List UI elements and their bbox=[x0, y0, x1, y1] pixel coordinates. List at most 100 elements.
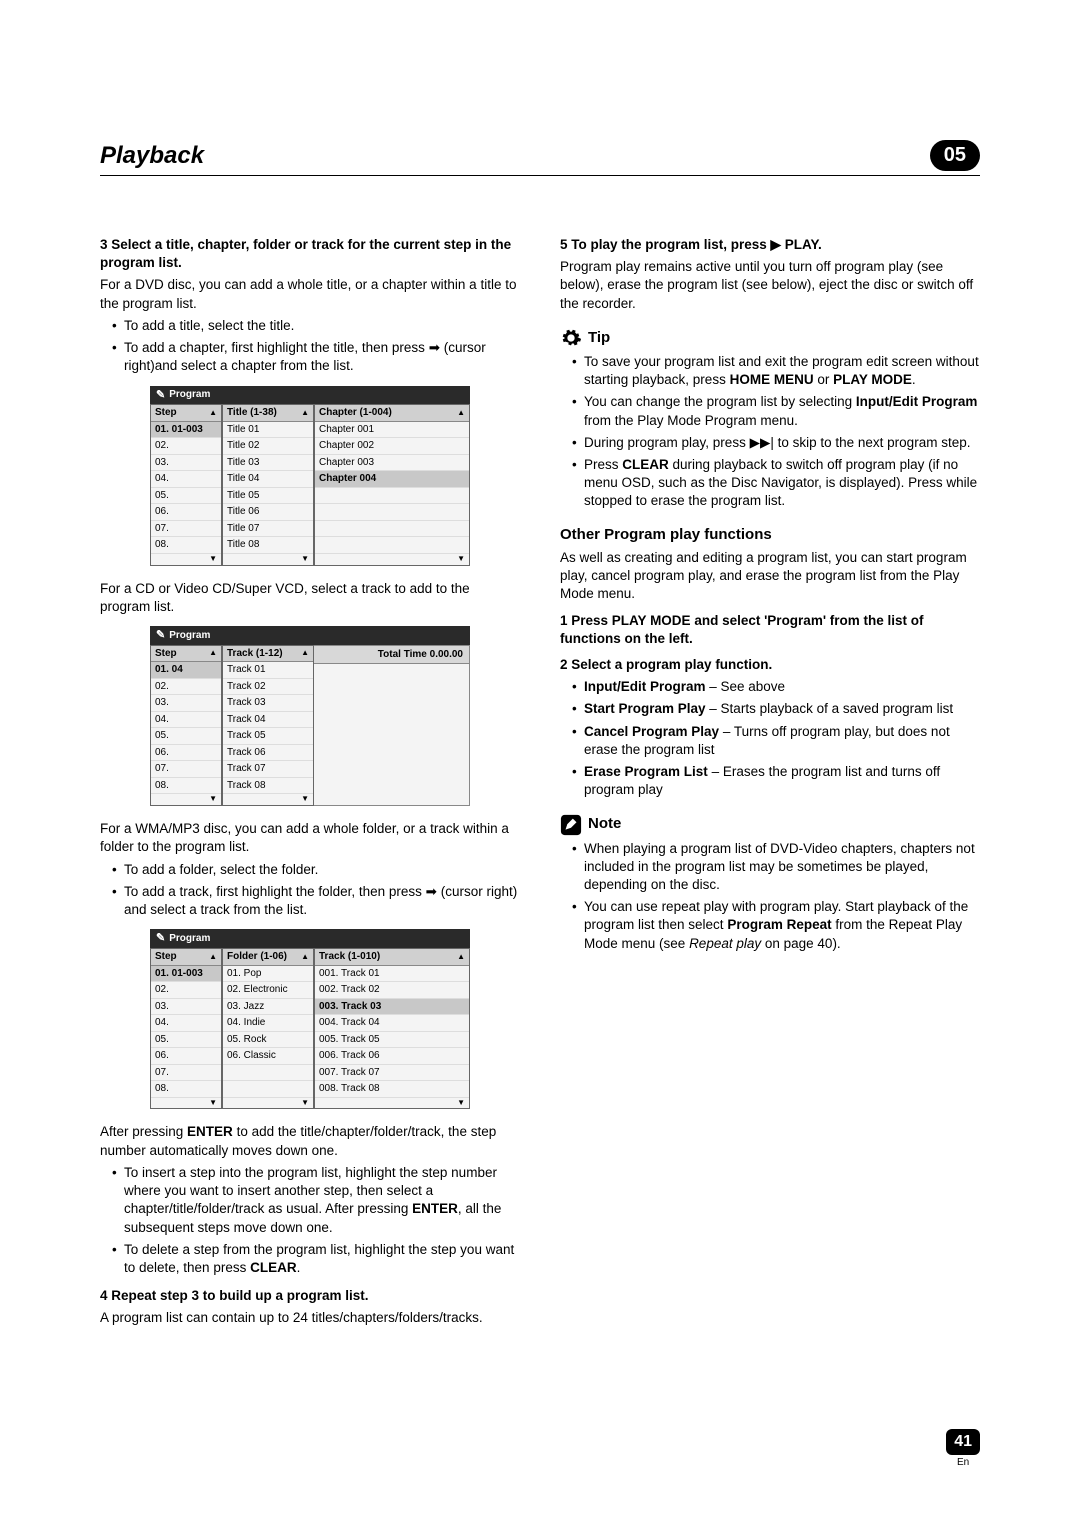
note-label: Note bbox=[588, 814, 621, 834]
col-head-step: Step bbox=[155, 406, 177, 420]
table-cell: 02. bbox=[151, 679, 221, 696]
enter-key: ENTER bbox=[412, 1201, 458, 1216]
table-cell: 08. bbox=[151, 1081, 221, 1098]
other-functions-heading: Other Program play functions bbox=[560, 525, 980, 545]
up-triangle-icon: ▲ bbox=[209, 952, 217, 963]
text: from the Play Mode Program menu. bbox=[584, 413, 798, 428]
table-cell: 01. 01-003 bbox=[151, 422, 221, 439]
table-cell: Title 02 bbox=[223, 438, 313, 455]
table-cell: 07. bbox=[151, 761, 221, 778]
table-cell: 07. bbox=[151, 1065, 221, 1082]
page-footer: 41 En bbox=[946, 1429, 980, 1468]
label: Erase Program List bbox=[584, 764, 708, 779]
text: To delete a step from the program list, … bbox=[124, 1242, 514, 1275]
left-column: 3 Select a title, chapter, folder or tra… bbox=[100, 236, 520, 1332]
label: Start Program Play bbox=[584, 701, 706, 716]
down-triangle-icon: ▼ bbox=[151, 794, 221, 805]
table-cell: 03. bbox=[151, 695, 221, 712]
program-repeat-label: Program Repeat bbox=[727, 917, 831, 932]
gear-icon bbox=[560, 327, 582, 349]
up-triangle-icon: ▲ bbox=[301, 952, 309, 963]
up-triangle-icon: ▲ bbox=[209, 408, 217, 419]
table-cell: Track 07 bbox=[223, 761, 313, 778]
tip-clear: Press CLEAR during playback to switch of… bbox=[572, 456, 980, 511]
table-cell: Track 06 bbox=[223, 745, 313, 762]
col-head-track: Track (1-010) bbox=[319, 950, 380, 964]
table-cell: Chapter 001 bbox=[315, 422, 469, 439]
down-triangle-icon: ▼ bbox=[223, 1098, 313, 1109]
after-enter-paragraph: After pressing ENTER to add the title/ch… bbox=[100, 1123, 520, 1159]
table-cell: Track 08 bbox=[223, 778, 313, 795]
note-bullets: When playing a program list of DVD-Video… bbox=[560, 840, 980, 953]
table-cell: 05. bbox=[151, 728, 221, 745]
step5-heading: 5 To play the program list, press ▶ PLAY… bbox=[560, 236, 980, 254]
page-number: 41 bbox=[946, 1429, 980, 1455]
other-step1: 1 Press PLAY MODE and select 'Program' f… bbox=[560, 612, 980, 648]
tip-label: Tip bbox=[588, 328, 610, 348]
table-cell: 002. Track 02 bbox=[315, 982, 469, 999]
table-cell: 03. bbox=[151, 455, 221, 472]
text: on page 40). bbox=[761, 936, 841, 951]
program-icon: ✎ bbox=[156, 388, 165, 403]
col-head-folder: Folder (1-06) bbox=[227, 950, 287, 964]
up-triangle-icon: ▲ bbox=[209, 648, 217, 659]
page-lang: En bbox=[946, 1457, 980, 1468]
table-cell: 007. Track 07 bbox=[315, 1065, 469, 1082]
table-cell: 05. bbox=[151, 1032, 221, 1049]
wma-bullets: To add a folder, select the folder. To a… bbox=[100, 861, 520, 920]
table-cell: 04. bbox=[151, 712, 221, 729]
table-cell: Chapter 003 bbox=[315, 455, 469, 472]
table-cell: 003. Track 03 bbox=[315, 999, 469, 1016]
down-triangle-icon: ▼ bbox=[223, 794, 313, 805]
program-function-bullets: Input/Edit Program – See above Start Pro… bbox=[560, 678, 980, 799]
step3-paragraph: For a DVD disc, you can add a whole titl… bbox=[100, 276, 520, 312]
table-cell: 04. Indie bbox=[223, 1015, 313, 1032]
clear-key: CLEAR bbox=[622, 457, 669, 472]
bullet-add-folder: To add a folder, select the folder. bbox=[112, 861, 520, 879]
program-box-header: ✎Program bbox=[150, 626, 470, 645]
fn-input-edit: Input/Edit Program – See above bbox=[572, 678, 980, 696]
col-head-title: Title (1-38) bbox=[227, 406, 277, 420]
table-cell: Track 05 bbox=[223, 728, 313, 745]
table-cell: Track 04 bbox=[223, 712, 313, 729]
table-cell: 08. bbox=[151, 778, 221, 795]
text: or bbox=[814, 372, 834, 387]
table-cell: 02. bbox=[151, 982, 221, 999]
program-label: Program bbox=[169, 388, 210, 402]
table-cell: 005. Track 05 bbox=[315, 1032, 469, 1049]
table-cell: Track 02 bbox=[223, 679, 313, 696]
down-triangle-icon: ▼ bbox=[223, 554, 313, 565]
table-cell: 01. 01-003 bbox=[151, 966, 221, 983]
enter-key: ENTER bbox=[187, 1124, 233, 1139]
col-head-track: Track (1-12) bbox=[227, 647, 283, 661]
step4-paragraph: A program list can contain up to 24 titl… bbox=[100, 1309, 520, 1327]
table-cell: Title 01 bbox=[223, 422, 313, 439]
other-step2: 2 Select a program play function. bbox=[560, 656, 980, 674]
table-cell: 001. Track 01 bbox=[315, 966, 469, 983]
table-cell: 06. bbox=[151, 745, 221, 762]
table-cell: Chapter 002 bbox=[315, 438, 469, 455]
section-title: Playback bbox=[100, 142, 204, 170]
bullet-add-track: To add a track, first highlight the fold… bbox=[112, 883, 520, 919]
table-cell: 01. Pop bbox=[223, 966, 313, 983]
tip-skip: During program play, press ▶▶| to skip t… bbox=[572, 434, 980, 452]
table-cell: Title 03 bbox=[223, 455, 313, 472]
label: Input/Edit Program bbox=[584, 679, 706, 694]
text: – Starts playback of a saved program lis… bbox=[706, 701, 954, 716]
table-cell: 004. Track 04 bbox=[315, 1015, 469, 1032]
program-icon: ✎ bbox=[156, 628, 165, 643]
fn-erase: Erase Program List – Erases the program … bbox=[572, 763, 980, 799]
table-cell: 05. Rock bbox=[223, 1032, 313, 1049]
note-repeat-play: You can use repeat play with program pla… bbox=[572, 898, 980, 953]
tip-save-list: To save your program list and exit the p… bbox=[572, 353, 980, 389]
insert-delete-bullets: To insert a step into the program list, … bbox=[100, 1164, 520, 1277]
table-cell: 03. Jazz bbox=[223, 999, 313, 1016]
skip-icon: ▶▶| bbox=[750, 435, 774, 450]
table-cell: 04. bbox=[151, 471, 221, 488]
step3-bullets: To add a title, select the title. To add… bbox=[100, 317, 520, 376]
page-header: Playback 05 bbox=[100, 140, 980, 176]
note-heading: Note bbox=[560, 814, 980, 836]
down-triangle-icon: ▼ bbox=[151, 554, 221, 565]
bullet-insert-step: To insert a step into the program list, … bbox=[112, 1164, 520, 1237]
tip-change-list: You can change the program list by selec… bbox=[572, 393, 980, 429]
